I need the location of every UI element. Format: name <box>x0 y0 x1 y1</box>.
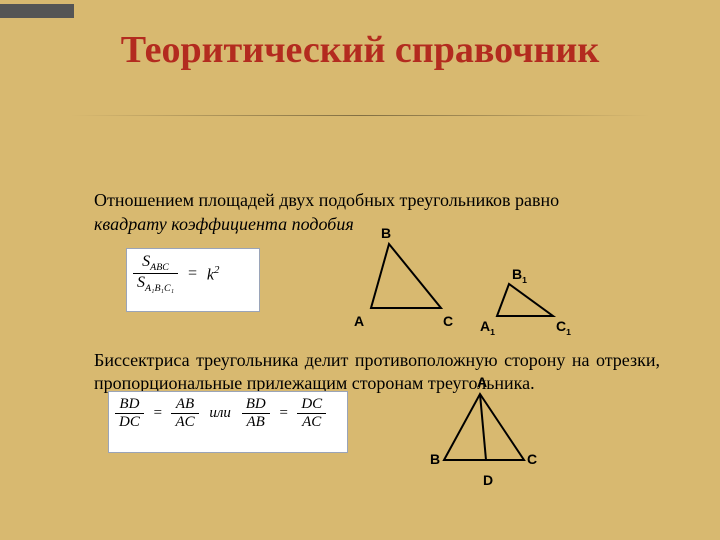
f2-a-num: BD <box>115 396 144 413</box>
label-left-B: B <box>430 451 440 467</box>
label-A: A <box>354 313 364 329</box>
label-B1: B1 <box>512 266 527 285</box>
f2-d-num: DC <box>297 396 326 413</box>
label-top-A: A <box>477 374 487 390</box>
triangle-abc-icon <box>351 236 461 321</box>
paragraph-2: Биссектриса треугольника делит противопо… <box>94 349 660 396</box>
p1-line1: Отношением площадей двух подобных треуго… <box>94 190 559 210</box>
triangle-bisector-icon <box>430 388 540 470</box>
label-A1: A1 <box>480 318 495 337</box>
slide-root: Теоритический справочник Отношением площ… <box>0 0 720 540</box>
triangle-a1b1c1-icon <box>485 278 567 324</box>
label-right-C: C <box>527 451 537 467</box>
f1-num: SABC <box>133 253 178 273</box>
formula-area-ratio: SABC SA₁B₁C₁ = k2 <box>126 248 260 312</box>
or-text: или <box>202 405 238 422</box>
corner-ribbon <box>0 4 74 18</box>
p1-line2: квадрату коэффициента подобия <box>94 214 354 234</box>
bisector-line <box>480 394 486 460</box>
label-C1: C1 <box>556 318 571 337</box>
f2-b-num: AB <box>171 396 198 413</box>
equals-2: = <box>273 405 293 422</box>
formula-bisector: BD DC = AB AC или BD AB = DC AC <box>108 391 348 453</box>
label-foot-D: D <box>483 472 493 488</box>
label-C: C <box>443 313 453 329</box>
f2-a-den: DC <box>115 414 144 431</box>
title-text: Теоритический справочник <box>0 28 720 72</box>
paragraph-1: Отношением площадей двух подобных треуго… <box>94 188 660 237</box>
equals-sign: = <box>182 265 203 283</box>
f2-b-den: AC <box>171 414 198 431</box>
f2-c-num: BD <box>242 396 270 413</box>
f2-d-den: AC <box>297 414 326 431</box>
f2-c-den: AB <box>242 414 270 431</box>
f1-rhs: k2 <box>207 264 220 284</box>
f1-den: SA₁B₁C₁ <box>133 274 178 294</box>
equals-1: = <box>148 405 168 422</box>
label-B: B <box>381 225 391 241</box>
